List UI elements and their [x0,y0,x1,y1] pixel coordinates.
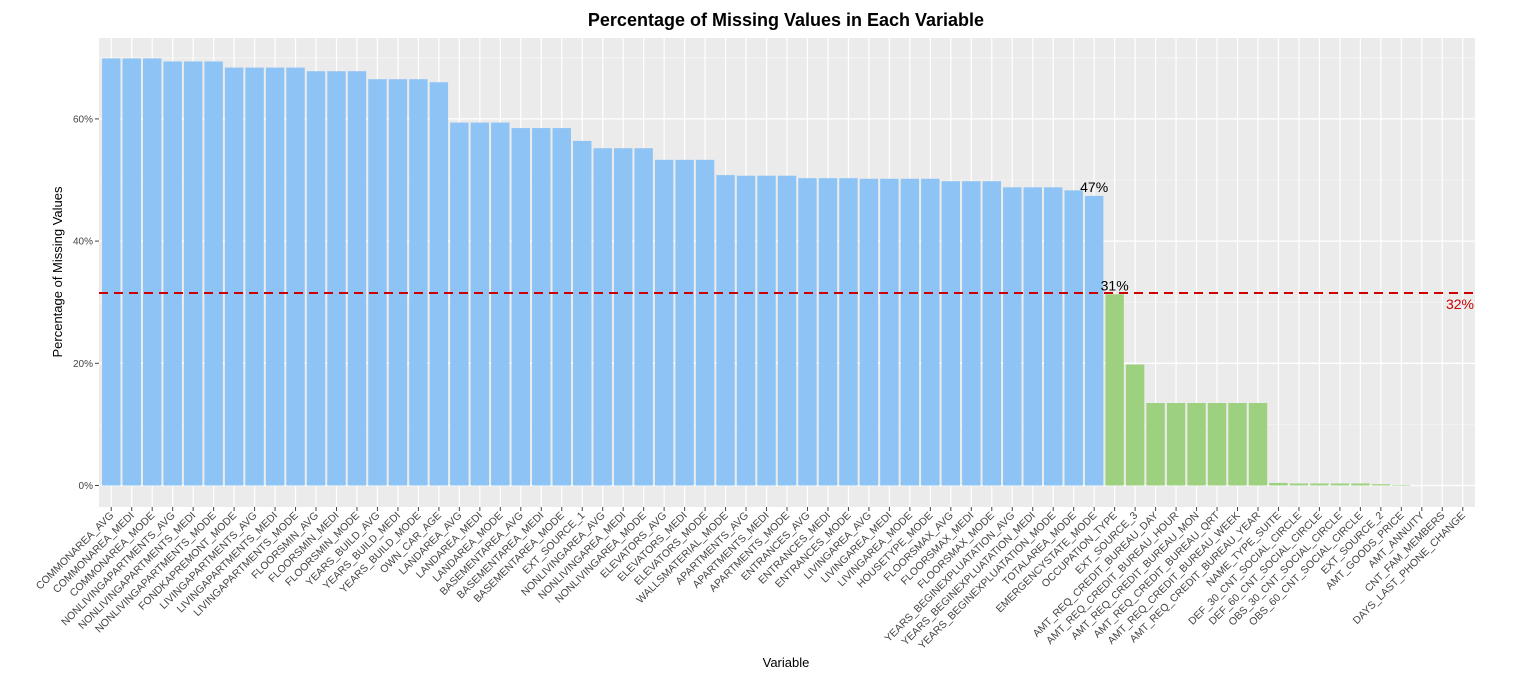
bar [573,140,592,486]
bar [1084,195,1104,486]
bar [552,128,571,486]
bar-annotation: 47% [1080,179,1108,195]
bar [1207,403,1227,486]
bar [1228,403,1247,486]
y-axis-label: Percentage of Missing Values [50,186,65,358]
bar [1064,190,1083,486]
x-axis-label: Variable [763,655,810,670]
bar [777,175,797,486]
bar [204,61,223,486]
bar [962,181,981,486]
bar [593,148,612,486]
bar [306,71,326,486]
bar [183,61,203,486]
bar [1248,403,1268,486]
bar [1289,483,1309,486]
y-axis-ticks: 0% 20% 40% 60% [73,114,99,492]
bar [429,82,449,486]
bar [859,178,879,486]
bar [388,79,408,486]
bar [1105,294,1124,486]
chart-title: Percentage of Missing Values in Each Var… [588,10,984,30]
bar [613,148,633,486]
annotations-group: 47% 31% [1080,179,1129,293]
bar-annotation: 31% [1101,277,1129,293]
bar [245,67,264,486]
bar [368,79,387,486]
bar [1023,187,1042,486]
bar [921,178,940,486]
bars-group [102,58,1472,486]
bar [491,122,510,486]
threshold-label: 32% [1446,296,1474,312]
bar [654,159,674,486]
bar [880,178,899,486]
bar [1351,483,1370,486]
bar [1043,187,1063,486]
bar [327,71,346,486]
bar [511,128,531,486]
bar [818,178,838,486]
bar [409,79,428,486]
bar [736,175,756,486]
bar [839,178,858,486]
y-tick-label: 0% [79,481,94,492]
bar [1310,483,1329,486]
bar [1330,483,1350,486]
bar [102,58,121,486]
bar [163,61,182,486]
bar [695,159,715,486]
y-tick-label: 40% [73,237,93,248]
bar [1003,187,1022,486]
bar [142,58,162,486]
bar [347,71,367,486]
threshold-line-group: 32% [99,292,1475,312]
bar [450,122,469,486]
bar [634,148,653,486]
bar [470,122,490,486]
bar [1187,403,1206,486]
bar [122,58,141,486]
bar [265,67,285,486]
bar [675,159,694,486]
bar [798,178,817,486]
bar [716,175,735,486]
y-tick-label: 20% [73,359,93,370]
bar [757,175,776,486]
bar [1125,364,1145,486]
bar [1166,403,1186,486]
bar [286,67,305,486]
bar [1269,482,1288,486]
bar [1146,403,1165,486]
bar [1371,484,1391,486]
bar [900,178,920,486]
x-axis-ticks: COMMONAREA_AVGCOMMONAREA_MEDICOMMONAREA_… [34,507,1468,652]
bar [982,181,1001,486]
bar [224,67,244,486]
y-tick-label: 60% [73,114,93,125]
bar [532,128,551,486]
bar [1392,484,1411,486]
bar [941,181,961,486]
